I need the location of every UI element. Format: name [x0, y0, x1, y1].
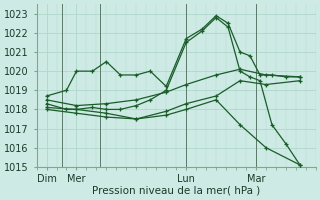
X-axis label: Pression niveau de la mer( hPa ): Pression niveau de la mer( hPa ) — [92, 186, 260, 196]
